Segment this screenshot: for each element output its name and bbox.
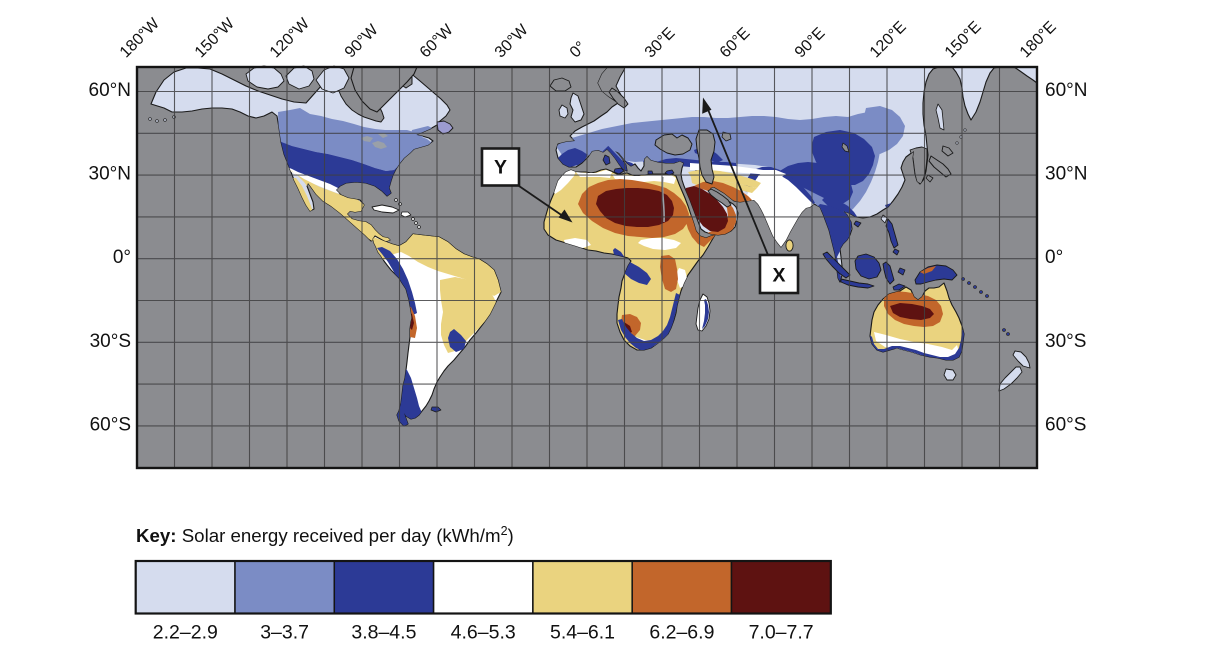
svg-text:180°W: 180°W: [117, 15, 164, 62]
svg-text:30°W: 30°W: [492, 21, 532, 61]
svg-text:30°N: 30°N: [89, 164, 131, 185]
svg-text:60°S: 60°S: [90, 414, 131, 435]
svg-text:5.4–6.1: 5.4–6.1: [550, 622, 615, 644]
svg-text:3.8–4.5: 3.8–4.5: [351, 622, 416, 644]
svg-text:150°W: 150°W: [192, 15, 239, 62]
svg-text:90°E: 90°E: [792, 25, 829, 62]
svg-text:30°E: 30°E: [642, 25, 679, 62]
svg-text:Key: Solar energy received per: Key: Solar energy received per day (kWh/…: [136, 524, 514, 546]
svg-text:0°: 0°: [1045, 247, 1063, 268]
svg-text:60°S: 60°S: [1045, 414, 1086, 435]
svg-text:X: X: [772, 265, 785, 287]
svg-text:120°E: 120°E: [867, 18, 910, 61]
svg-text:3–3.7: 3–3.7: [260, 622, 309, 644]
svg-text:60°N: 60°N: [1045, 80, 1087, 101]
svg-text:0°: 0°: [113, 247, 131, 268]
svg-text:4.6–5.3: 4.6–5.3: [451, 622, 516, 644]
svg-text:60°W: 60°W: [417, 21, 457, 61]
svg-text:6.2–6.9: 6.2–6.9: [649, 622, 714, 644]
svg-text:180°E: 180°E: [1017, 18, 1060, 61]
svg-text:30°N: 30°N: [1045, 164, 1087, 185]
svg-text:150°E: 150°E: [942, 18, 985, 61]
svg-text:2.2–2.9: 2.2–2.9: [153, 622, 218, 644]
svg-text:30°S: 30°S: [90, 331, 131, 352]
svg-text:90°W: 90°W: [342, 21, 382, 61]
svg-text:7.0–7.7: 7.0–7.7: [749, 622, 814, 644]
svg-text:Y: Y: [494, 157, 507, 179]
svg-text:60°E: 60°E: [717, 25, 754, 62]
svg-text:0°: 0°: [567, 38, 590, 61]
svg-text:60°N: 60°N: [89, 80, 131, 101]
svg-text:120°W: 120°W: [267, 15, 314, 62]
svg-text:30°S: 30°S: [1045, 331, 1086, 352]
